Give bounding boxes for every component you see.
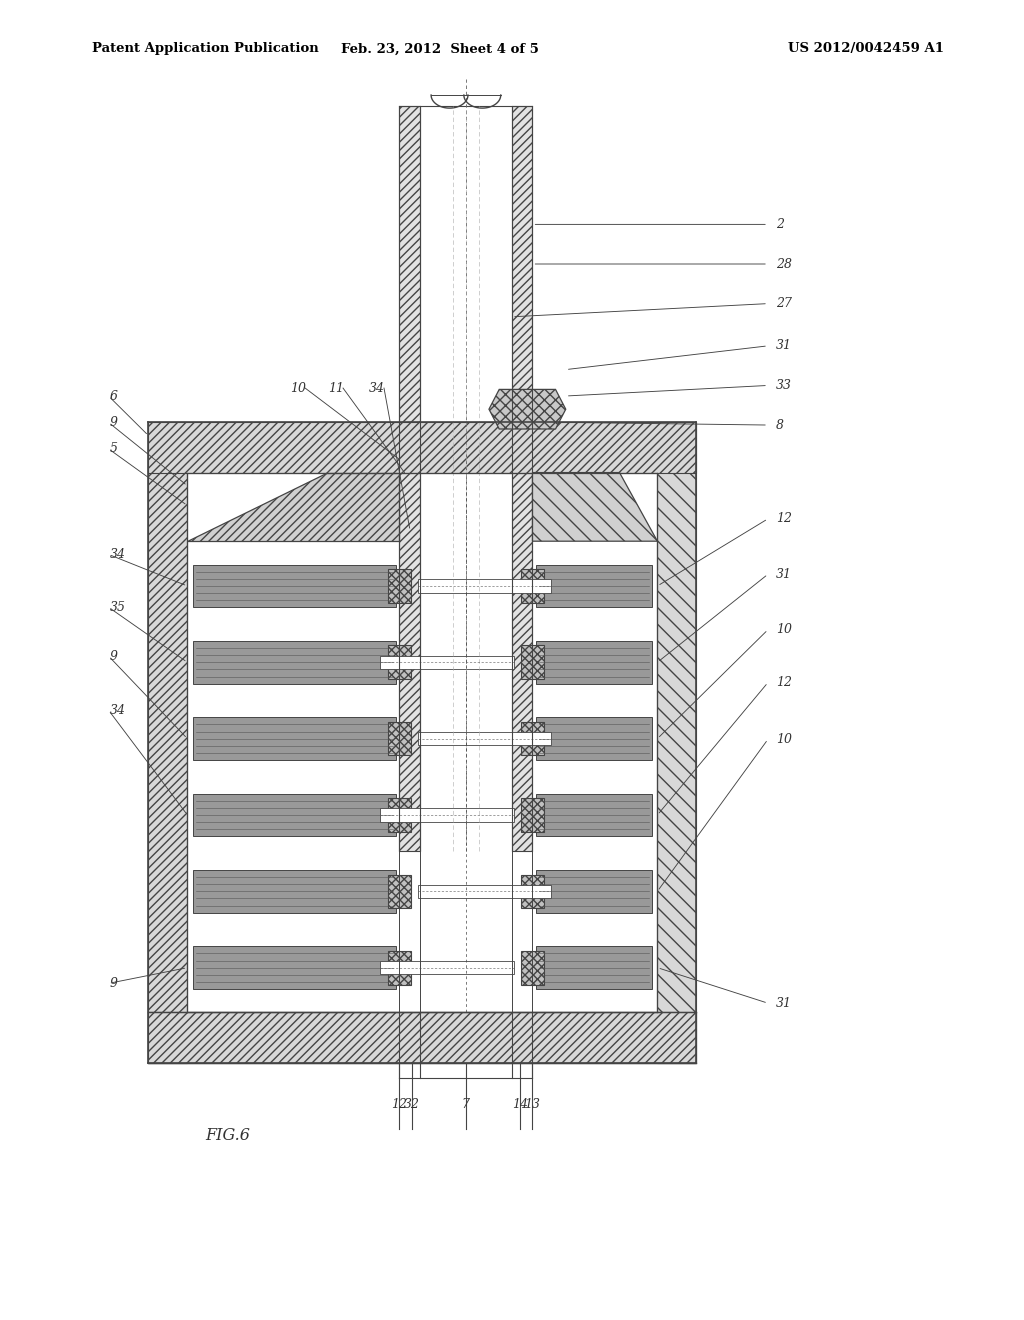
FancyBboxPatch shape: [388, 799, 411, 832]
Text: 9: 9: [110, 416, 118, 429]
Text: 7: 7: [462, 1098, 470, 1111]
Text: 12: 12: [776, 676, 793, 689]
Text: 11: 11: [328, 381, 344, 395]
Text: 8: 8: [776, 418, 784, 432]
Text: FIG.6: FIG.6: [205, 1127, 250, 1143]
Text: 32: 32: [403, 1098, 420, 1111]
Text: 10: 10: [290, 381, 306, 395]
Bar: [381, 961, 514, 974]
Text: 13: 13: [524, 1098, 541, 1111]
Bar: [418, 579, 551, 593]
Text: 31: 31: [776, 568, 793, 581]
FancyBboxPatch shape: [521, 950, 544, 985]
Bar: [536, 565, 652, 607]
Text: 35: 35: [110, 601, 126, 614]
FancyBboxPatch shape: [521, 645, 544, 678]
Text: 10: 10: [776, 623, 793, 636]
Bar: [193, 870, 396, 912]
Bar: [193, 642, 396, 684]
Bar: [381, 808, 514, 821]
Polygon shape: [187, 473, 399, 541]
FancyBboxPatch shape: [148, 422, 187, 1063]
Bar: [536, 717, 652, 760]
Text: 31: 31: [776, 339, 793, 352]
FancyBboxPatch shape: [399, 106, 420, 851]
Text: 9: 9: [110, 649, 118, 663]
Text: 14: 14: [512, 1098, 528, 1111]
Text: 12: 12: [391, 1098, 408, 1111]
Text: 34: 34: [369, 381, 385, 395]
FancyBboxPatch shape: [148, 1012, 696, 1063]
Bar: [381, 656, 514, 669]
FancyBboxPatch shape: [521, 569, 544, 603]
FancyBboxPatch shape: [388, 569, 411, 603]
Bar: [536, 946, 652, 989]
Text: 31: 31: [776, 997, 793, 1010]
FancyBboxPatch shape: [521, 799, 544, 832]
Text: 10: 10: [776, 733, 793, 746]
Text: US 2012/0042459 A1: US 2012/0042459 A1: [788, 42, 944, 55]
FancyBboxPatch shape: [388, 875, 411, 908]
Bar: [536, 870, 652, 912]
Bar: [193, 793, 396, 837]
Text: 5: 5: [110, 442, 118, 455]
FancyBboxPatch shape: [388, 722, 411, 755]
Text: 12: 12: [776, 512, 793, 525]
FancyBboxPatch shape: [148, 422, 696, 473]
Text: 33: 33: [776, 379, 793, 392]
Text: 6: 6: [110, 389, 118, 403]
Bar: [418, 733, 551, 746]
FancyBboxPatch shape: [388, 950, 411, 985]
FancyBboxPatch shape: [657, 422, 696, 1063]
Bar: [536, 793, 652, 837]
FancyBboxPatch shape: [521, 875, 544, 908]
Polygon shape: [489, 389, 565, 429]
Text: 27: 27: [776, 297, 793, 310]
FancyBboxPatch shape: [512, 106, 532, 851]
Text: 34: 34: [110, 548, 126, 561]
FancyBboxPatch shape: [388, 645, 411, 678]
Polygon shape: [532, 473, 657, 541]
Bar: [193, 565, 396, 607]
Bar: [193, 717, 396, 760]
FancyBboxPatch shape: [148, 1012, 696, 1063]
Bar: [193, 946, 396, 989]
Bar: [418, 884, 551, 898]
Text: 34: 34: [110, 704, 126, 717]
Text: 28: 28: [776, 257, 793, 271]
Bar: [536, 642, 652, 684]
Text: 9: 9: [110, 977, 118, 990]
Text: 2: 2: [776, 218, 784, 231]
Text: Patent Application Publication: Patent Application Publication: [92, 42, 318, 55]
FancyBboxPatch shape: [521, 722, 544, 755]
Text: Feb. 23, 2012  Sheet 4 of 5: Feb. 23, 2012 Sheet 4 of 5: [341, 42, 540, 55]
